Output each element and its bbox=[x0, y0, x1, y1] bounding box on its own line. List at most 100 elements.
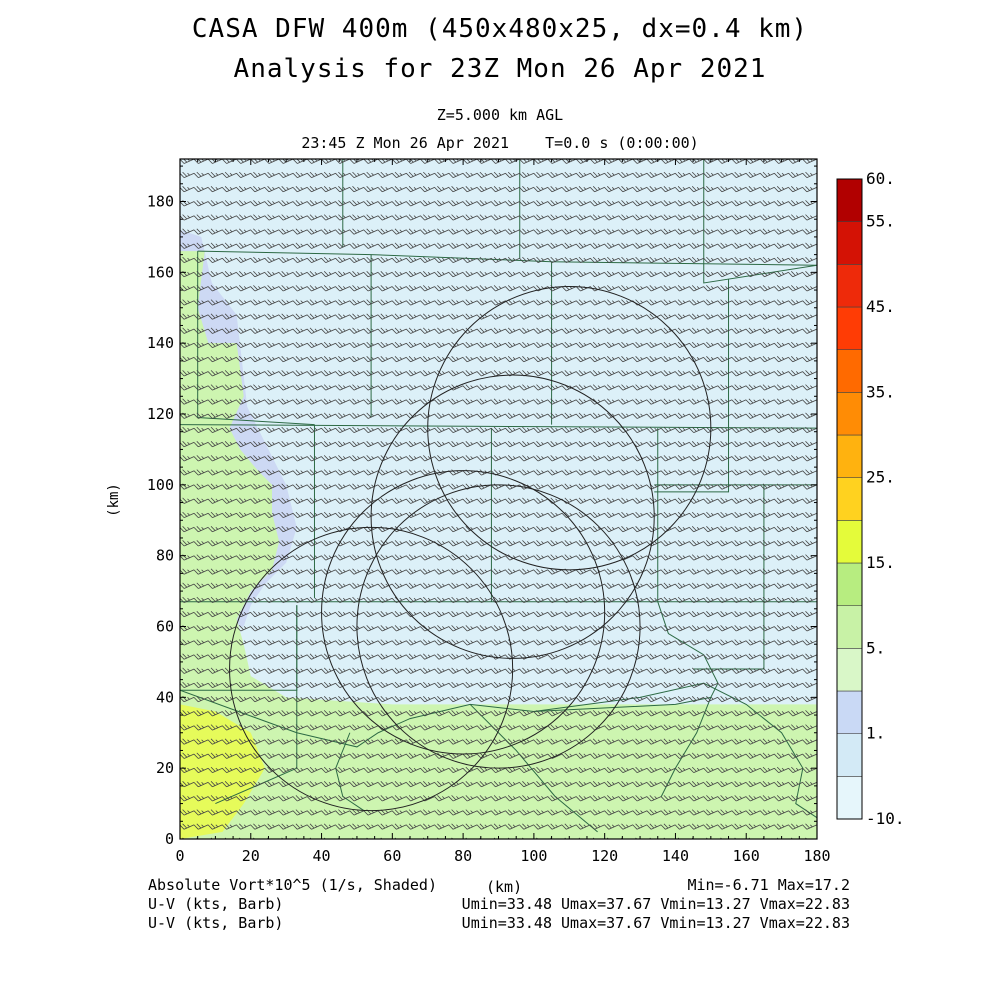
wind-barb bbox=[717, 285, 733, 292]
wind-barb bbox=[717, 214, 733, 221]
y-axis-label: (km) bbox=[106, 483, 122, 517]
wind-barb bbox=[731, 497, 747, 504]
wind-barb bbox=[660, 667, 676, 674]
wind-barb bbox=[292, 724, 308, 731]
wind-barb bbox=[618, 596, 634, 603]
wind-barb bbox=[307, 596, 322, 603]
wind-barb bbox=[476, 159, 492, 164]
wind-barb bbox=[717, 511, 733, 518]
wind-barb bbox=[250, 186, 266, 193]
wind-barb bbox=[618, 497, 634, 504]
wind-barb bbox=[689, 186, 704, 193]
wind-barb bbox=[448, 327, 464, 334]
wind-barb bbox=[760, 285, 775, 292]
wind-barb bbox=[547, 370, 563, 377]
wind-barb bbox=[476, 696, 492, 703]
wind-barb bbox=[207, 511, 223, 518]
wind-barb bbox=[207, 596, 223, 603]
wind-barb bbox=[236, 356, 251, 363]
wind-barb bbox=[618, 639, 634, 646]
wind-barb bbox=[462, 384, 478, 391]
wind-barb bbox=[180, 752, 195, 759]
wind-barb bbox=[632, 752, 648, 759]
wind-barb bbox=[292, 582, 308, 589]
x-tick-label: 60 bbox=[383, 847, 401, 865]
wind-barb bbox=[632, 738, 648, 745]
wind-barb bbox=[660, 398, 676, 405]
wind-barb bbox=[180, 483, 195, 490]
wind-barb bbox=[646, 441, 662, 448]
wind-barb bbox=[207, 341, 223, 348]
colorbar-label: 55. bbox=[866, 212, 895, 231]
wind-barb bbox=[646, 625, 662, 632]
wind-barb bbox=[731, 242, 747, 249]
wind-barb bbox=[180, 455, 195, 462]
wind-barb bbox=[703, 809, 719, 816]
wind-barb bbox=[660, 455, 676, 462]
wind-barb bbox=[689, 299, 704, 306]
wind-barb bbox=[561, 795, 577, 802]
wind-barb bbox=[604, 455, 619, 462]
wind-barb bbox=[207, 781, 223, 788]
wind-barb bbox=[307, 582, 322, 589]
wind-barb bbox=[264, 625, 280, 632]
wind-barb bbox=[321, 795, 336, 802]
wind-barb bbox=[434, 370, 450, 377]
wind-barb bbox=[222, 483, 237, 490]
wind-barb bbox=[222, 795, 237, 802]
wind-barb bbox=[561, 271, 577, 278]
wind-barb bbox=[180, 300, 181, 302]
wind-barb bbox=[462, 171, 478, 178]
wind-barb bbox=[491, 242, 506, 249]
wind-barb bbox=[193, 186, 209, 193]
wind-barb bbox=[802, 469, 817, 476]
wind-barb bbox=[533, 483, 549, 490]
wind-barb bbox=[533, 809, 549, 816]
wind-barb bbox=[462, 469, 478, 476]
wind-barb bbox=[561, 667, 577, 674]
wind-barb bbox=[788, 384, 803, 391]
wind-barb bbox=[576, 653, 591, 660]
wind-barb bbox=[193, 653, 209, 660]
wind-barb bbox=[660, 285, 676, 292]
wind-barb bbox=[236, 681, 251, 688]
wind-barb bbox=[618, 653, 634, 660]
wind-barb bbox=[434, 285, 450, 292]
wind-barb bbox=[363, 356, 379, 363]
wind-barb bbox=[264, 511, 280, 518]
wind-barb bbox=[377, 313, 393, 320]
wind-barb bbox=[406, 653, 421, 660]
wind-barb bbox=[391, 159, 407, 164]
wind-barb bbox=[703, 781, 719, 788]
wind-barb bbox=[717, 653, 733, 660]
wind-barb bbox=[377, 242, 393, 249]
wind-barb bbox=[207, 582, 223, 589]
wind-barb bbox=[292, 681, 308, 688]
wind-barb bbox=[533, 611, 549, 618]
wind-barb bbox=[377, 511, 393, 518]
wind-barb bbox=[207, 256, 223, 263]
wind-barb bbox=[717, 159, 733, 164]
wind-barb bbox=[321, 554, 336, 561]
wind-barb bbox=[462, 540, 478, 547]
wind-barb bbox=[604, 681, 619, 688]
wind-barb bbox=[774, 299, 789, 306]
colorbar-bin bbox=[836, 648, 863, 692]
wind-barb bbox=[476, 313, 492, 320]
wind-barb bbox=[264, 271, 280, 278]
wind-barb bbox=[207, 795, 223, 802]
wind-barb bbox=[703, 370, 719, 377]
colorbar-bin bbox=[836, 349, 863, 393]
wind-barb bbox=[180, 653, 195, 660]
wind-barb bbox=[335, 639, 351, 646]
wind-barb bbox=[193, 795, 209, 802]
wind-barb bbox=[689, 823, 704, 830]
wind-barb bbox=[675, 398, 690, 405]
wind-barb bbox=[391, 625, 407, 632]
wind-barb bbox=[222, 384, 237, 391]
wind-barb bbox=[547, 511, 563, 518]
wind-barb bbox=[491, 696, 506, 703]
wind-barb bbox=[774, 256, 789, 263]
wind-barb bbox=[576, 271, 591, 278]
wind-barb bbox=[646, 696, 662, 703]
